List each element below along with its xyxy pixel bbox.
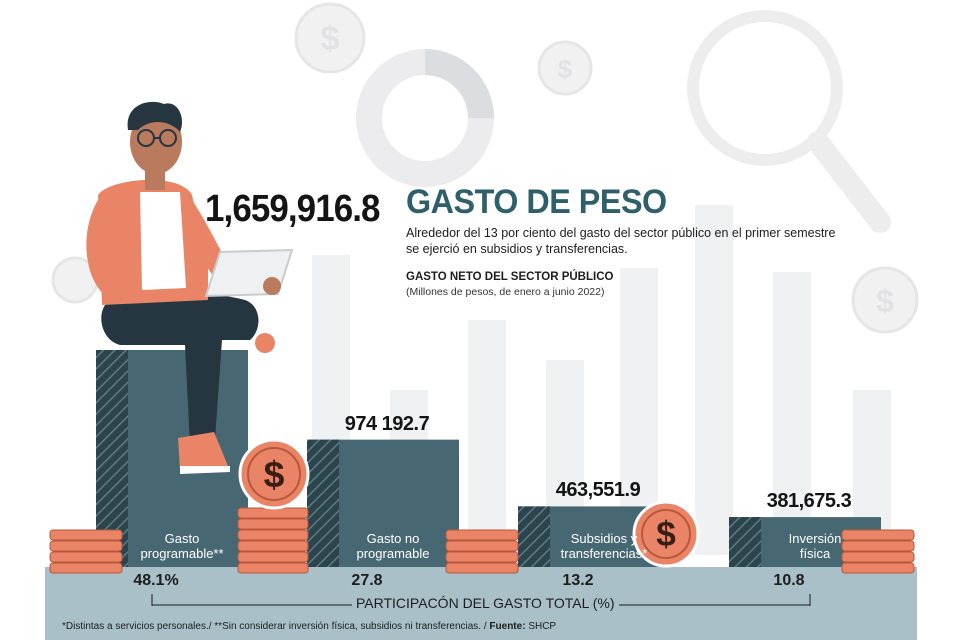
category-label-line: programable** <box>140 546 224 561</box>
category-label: Gasto programable** <box>140 531 223 561</box>
coin-stacks: $$ <box>49 438 915 574</box>
share-percent-label: 10.8 <box>773 572 805 589</box>
coin-stack-icon <box>841 529 915 574</box>
dollar-coin-icon: $ <box>632 500 700 568</box>
donut-chart-icon <box>356 49 494 187</box>
category-label-line: programable <box>356 546 430 561</box>
bar-value-label: 463,551.9 <box>555 479 641 502</box>
headline-subtitle: Alrededor del 13 por ciento del gasto de… <box>406 226 836 256</box>
svg-text:$: $ <box>656 515 676 554</box>
category-label: Gasto no programable <box>357 531 430 561</box>
category-label-line: transferencias* <box>560 546 648 561</box>
dollar-coin-icon: $ <box>238 438 310 510</box>
share-percent-label: 27.8 <box>351 572 383 589</box>
category-label-line: Gasto no <box>366 531 420 546</box>
chart-units: (Millones de pesos, de enero a junio 202… <box>406 286 605 298</box>
share-axis-label: PARTICIPACÓN DEL GASTO TOTAL (%) <box>352 595 619 611</box>
coin-stack-icon <box>445 529 519 574</box>
headline-title: GASTO DE PESO <box>406 183 667 221</box>
coin-stack-icon <box>49 529 123 574</box>
share-percent-label: 13.2 <box>562 572 594 589</box>
category-label: Subsidios y transferencias* <box>561 531 648 561</box>
person-with-tablet-illustration <box>86 101 294 474</box>
svg-text:$: $ <box>876 283 894 319</box>
footnote-text: *Distintas a servicios personales./ **Si… <box>62 621 490 632</box>
svg-text:$: $ <box>321 20 340 58</box>
category-label: Inversión física <box>789 531 842 561</box>
bar-value-label: 974 192.7 <box>344 412 430 435</box>
share-percent-label: 48.1% <box>133 572 179 589</box>
svg-text:$: $ <box>264 453 285 495</box>
source-name: SHCP <box>528 621 557 632</box>
faint-dollar-coin-icon <box>51 2 919 334</box>
chart-measure-title: GASTO NETO DEL SECTOR PÚBLICO <box>406 271 614 283</box>
category-label-line: Inversión <box>788 531 842 546</box>
total-spending-value: 1,659,916.8 <box>205 188 380 230</box>
coin-stack-icon <box>237 507 309 574</box>
source-label: Fuente: <box>489 621 526 632</box>
bar-2 <box>307 439 459 567</box>
svg-text:$: $ <box>558 54 573 84</box>
footnote: *Distintas a servicios personales./ **Si… <box>62 621 556 632</box>
bar-value-label: 381,675.3 <box>766 490 852 513</box>
magnifier-icon <box>687 10 891 233</box>
category-label-line: física <box>799 546 831 561</box>
category-label-line: Gasto <box>164 531 200 546</box>
category-label-line: Subsidios y <box>570 531 638 546</box>
bars <box>96 350 881 567</box>
